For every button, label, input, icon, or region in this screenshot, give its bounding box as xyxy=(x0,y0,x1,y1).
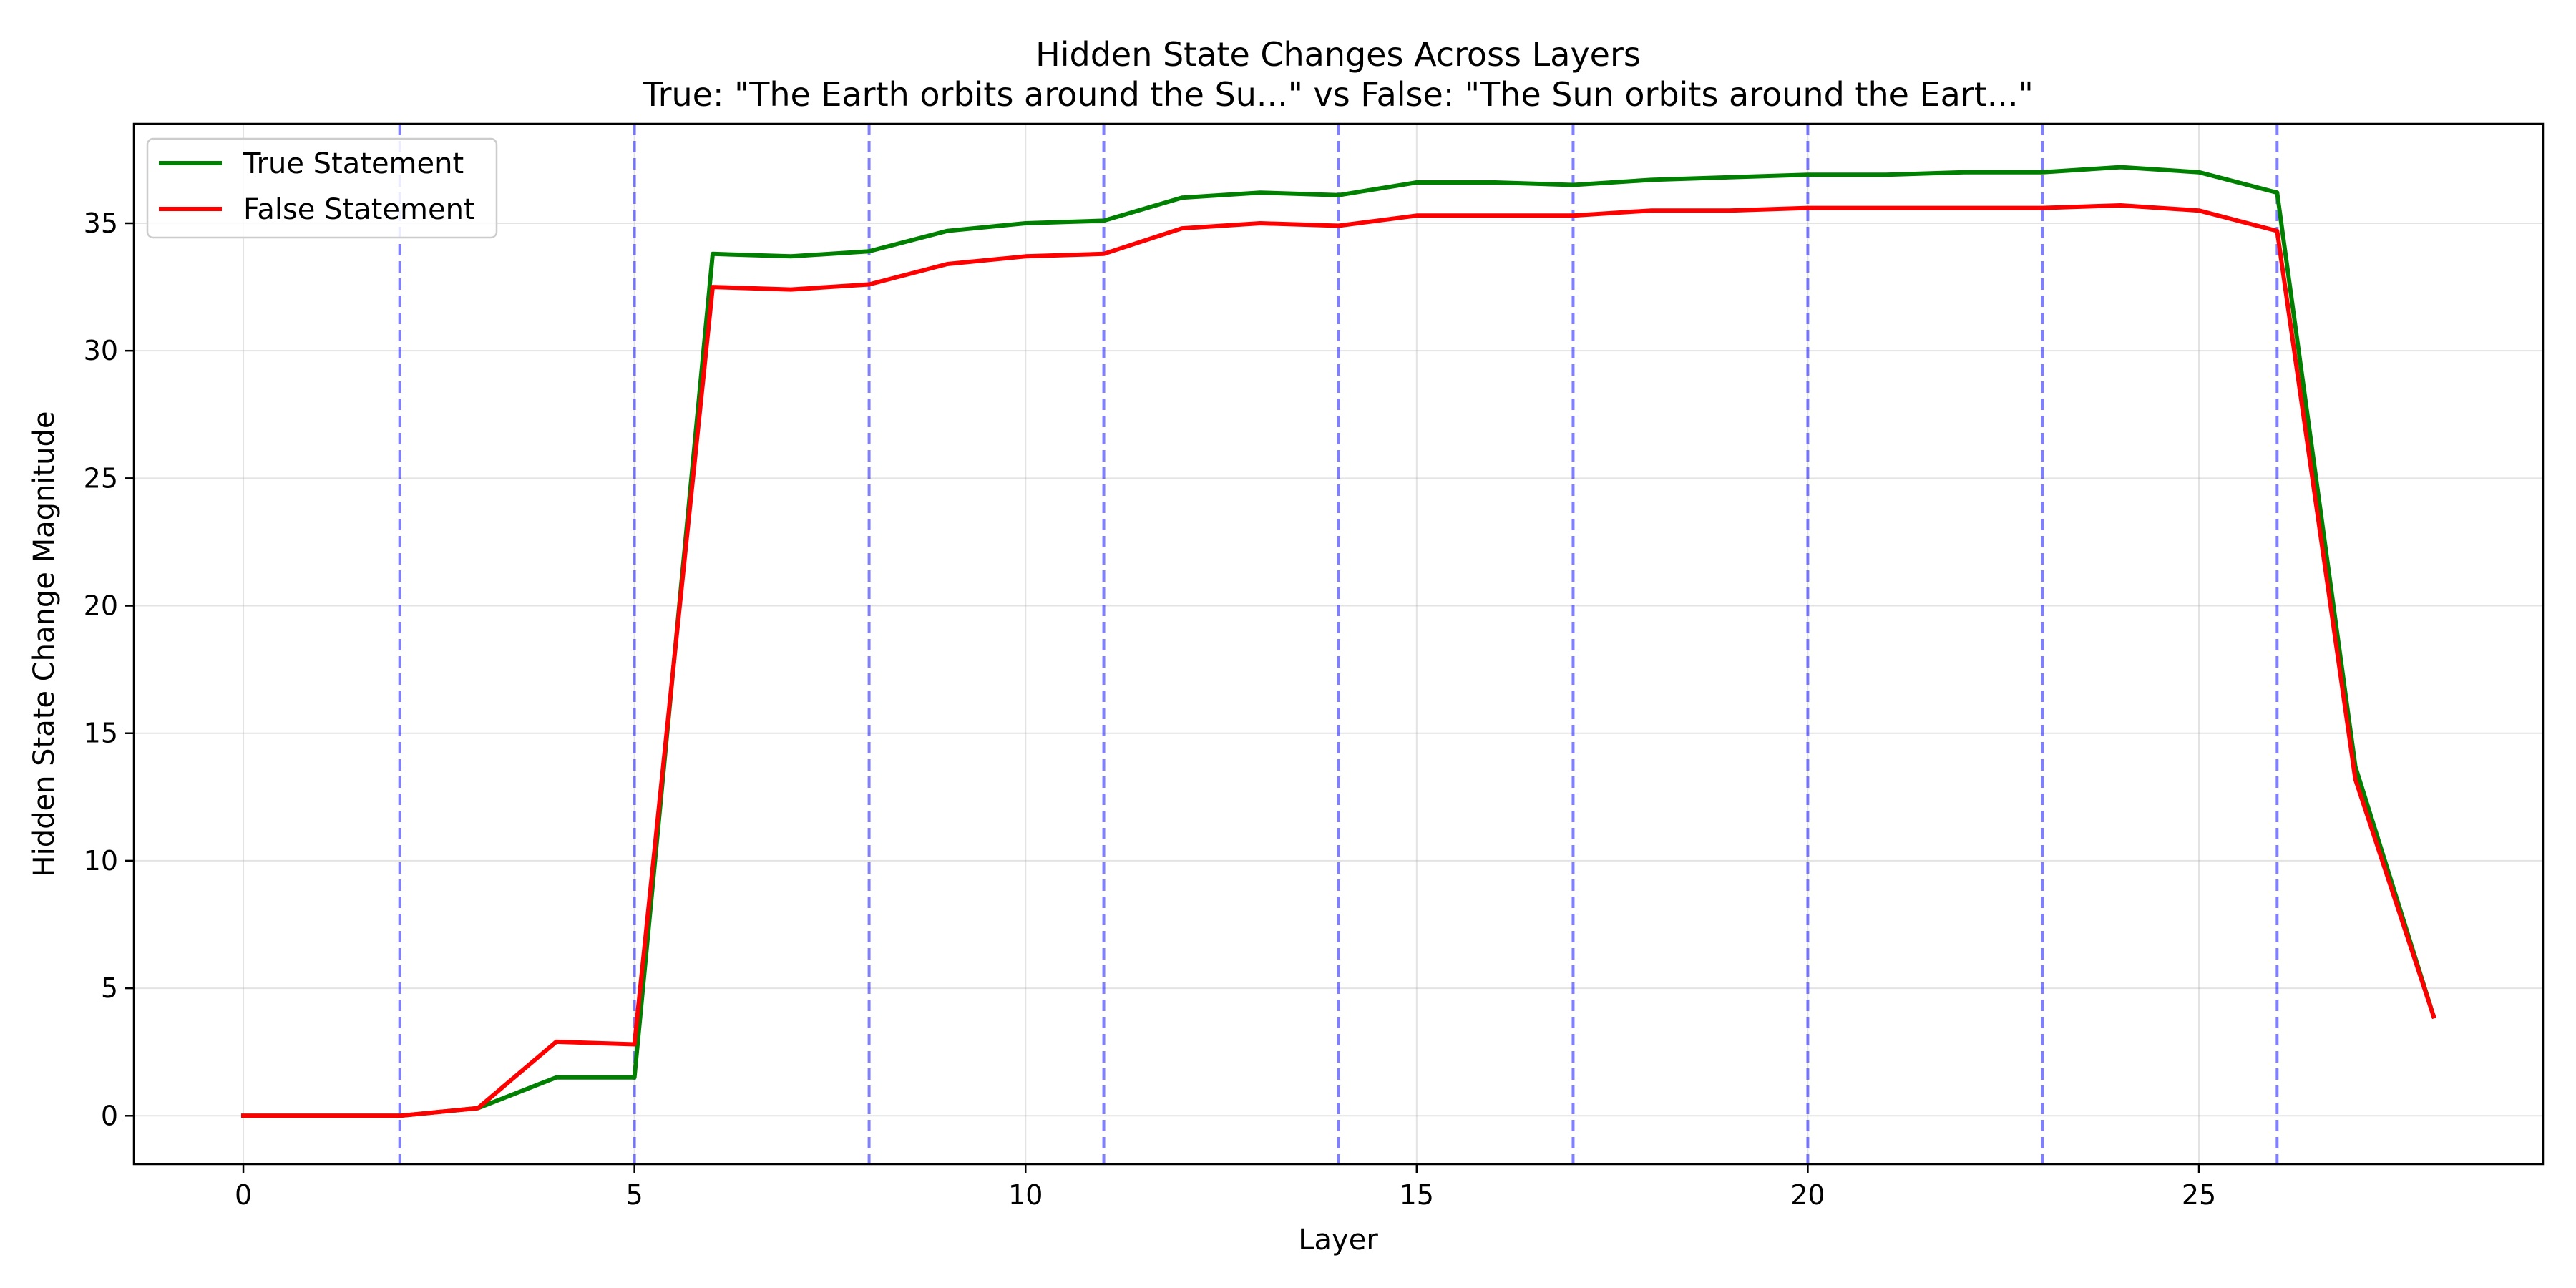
x-tick-label: 0 xyxy=(235,1179,252,1211)
legend: True Statement False Statement xyxy=(146,137,498,239)
series-line-false xyxy=(241,203,2436,1118)
x-tick-label: 15 xyxy=(1400,1179,1434,1211)
vertical-reference-lines xyxy=(398,124,2279,1164)
y-axis-ticks: 0 5 10 15 20 25 30 35 xyxy=(84,208,134,1131)
legend-label-false: False Statement xyxy=(243,193,475,226)
y-tick-label: 0 xyxy=(101,1100,118,1131)
x-axis-ticks: 0 5 10 15 20 25 xyxy=(235,1164,2216,1211)
x-tick-label: 25 xyxy=(2182,1179,2216,1211)
legend-box xyxy=(146,137,498,239)
y-axis-label: Hidden State Change Magnitude xyxy=(28,411,61,877)
x-tick-label: 5 xyxy=(626,1179,643,1211)
y-tick-label: 15 xyxy=(84,718,118,749)
x-tick-label: 10 xyxy=(1008,1179,1043,1211)
chart-title: Hidden State Changes Across Layers xyxy=(1035,35,1641,74)
x-tick-label: 20 xyxy=(1790,1179,1825,1211)
y-tick-label: 20 xyxy=(84,590,118,622)
y-tick-label: 25 xyxy=(84,462,118,494)
plot-frame xyxy=(132,122,2545,1166)
x-axis-label: Layer xyxy=(1298,1224,1378,1257)
series-line-true xyxy=(241,165,2436,1118)
y-tick-label: 35 xyxy=(84,208,118,239)
y-tick-label: 30 xyxy=(84,335,118,366)
y-tick-label: 10 xyxy=(84,845,118,877)
series-lines xyxy=(241,165,2436,1118)
legend-label-true: True Statement xyxy=(243,147,464,180)
chart-subtitle: True: "The Earth orbits around the Su...… xyxy=(642,75,2034,114)
y-tick-label: 5 xyxy=(101,972,118,1004)
